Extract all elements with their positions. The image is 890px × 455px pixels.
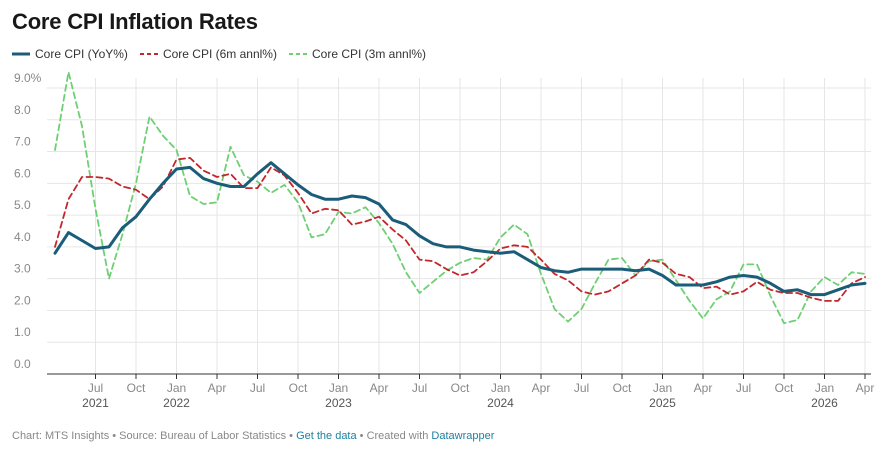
x-tick-label: Oct bbox=[613, 381, 632, 395]
x-tick-label: Jul bbox=[736, 381, 751, 395]
y-tick-label: 7.0 bbox=[14, 135, 31, 149]
x-tick-label: Jan bbox=[167, 381, 186, 395]
line-chart: 0.01.02.03.04.05.06.07.08.09.0%Jul2021Oc… bbox=[14, 71, 874, 410]
legend-swatch-3m bbox=[288, 53, 307, 55]
chart-legend: Core CPI (YoY%) Core CPI (6m annl%) Core… bbox=[12, 47, 438, 61]
y-tick-label: 2.0 bbox=[14, 293, 31, 307]
x-year-label: 2021 bbox=[82, 396, 109, 410]
x-tick-label: Jan bbox=[329, 381, 348, 395]
x-year-label: 2023 bbox=[325, 396, 352, 410]
series-line-yoy bbox=[53, 161, 867, 297]
x-tick-label: Apr bbox=[856, 381, 875, 395]
x-tick-label: Jul bbox=[412, 381, 427, 395]
y-tick-label: 1.0 bbox=[14, 325, 31, 339]
x-tick-label: Oct bbox=[451, 381, 470, 395]
x-tick-label: Jan bbox=[653, 381, 672, 395]
x-tick-label: Jul bbox=[88, 381, 103, 395]
get-data-link[interactable]: Get the data bbox=[296, 430, 357, 442]
legend-item-6m: Core CPI (6m annl%) bbox=[139, 47, 277, 61]
legend-label-3m: Core CPI (3m annl%) bbox=[311, 47, 427, 61]
x-tick-label: Jul bbox=[250, 381, 265, 395]
legend-label-yoy: Core CPI (YoY%) bbox=[35, 47, 128, 61]
x-year-label: 2025 bbox=[649, 396, 676, 410]
x-year-label: 2024 bbox=[487, 396, 514, 410]
footer-created-with: • Created with bbox=[359, 430, 429, 442]
legend-label-6m: Core CPI (6m annl%) bbox=[162, 47, 277, 61]
legend-swatch-yoy bbox=[12, 52, 30, 56]
x-tick-label: Apr bbox=[370, 381, 389, 395]
chart-footer: Chart: MTS Insights • Source: Bureau of … bbox=[12, 430, 494, 442]
chart-grid bbox=[47, 78, 871, 374]
series-line-6m bbox=[54, 156, 866, 302]
series-line-3m bbox=[54, 71, 866, 325]
x-tick-label: Oct bbox=[775, 381, 794, 395]
x-tick-label: Apr bbox=[694, 381, 713, 395]
x-tick-label: Apr bbox=[532, 381, 551, 395]
y-tick-label: 8.0 bbox=[14, 103, 31, 117]
chart-series bbox=[53, 71, 867, 325]
legend-swatch-6m bbox=[139, 53, 158, 55]
chart-axes: 0.01.02.03.04.05.06.07.08.09.0%Jul2021Oc… bbox=[14, 71, 874, 410]
x-tick-label: Jan bbox=[491, 381, 510, 395]
legend-item-yoy: Core CPI (YoY%) bbox=[12, 47, 128, 61]
x-tick-label: Oct bbox=[289, 381, 308, 395]
x-tick-label: Apr bbox=[208, 381, 227, 395]
y-tick-label: 0.0 bbox=[14, 357, 31, 371]
y-tick-label: 4.0 bbox=[14, 230, 31, 244]
y-tick-label: 9.0% bbox=[14, 71, 42, 85]
datawrapper-link[interactable]: Datawrapper bbox=[431, 430, 495, 442]
legend-item-3m: Core CPI (3m annl%) bbox=[288, 47, 427, 61]
x-year-label: 2022 bbox=[163, 396, 190, 410]
y-tick-label: 3.0 bbox=[14, 262, 31, 276]
x-tick-label: Jul bbox=[574, 381, 589, 395]
x-tick-label: Oct bbox=[127, 381, 146, 395]
footer-source: Chart: MTS Insights • Source: Bureau of … bbox=[12, 430, 293, 442]
y-tick-label: 6.0 bbox=[14, 166, 31, 180]
x-tick-label: Jan bbox=[815, 381, 834, 395]
chart-title: Core CPI Inflation Rates bbox=[12, 9, 258, 34]
y-tick-label: 5.0 bbox=[14, 198, 31, 212]
x-year-label: 2026 bbox=[811, 396, 838, 410]
